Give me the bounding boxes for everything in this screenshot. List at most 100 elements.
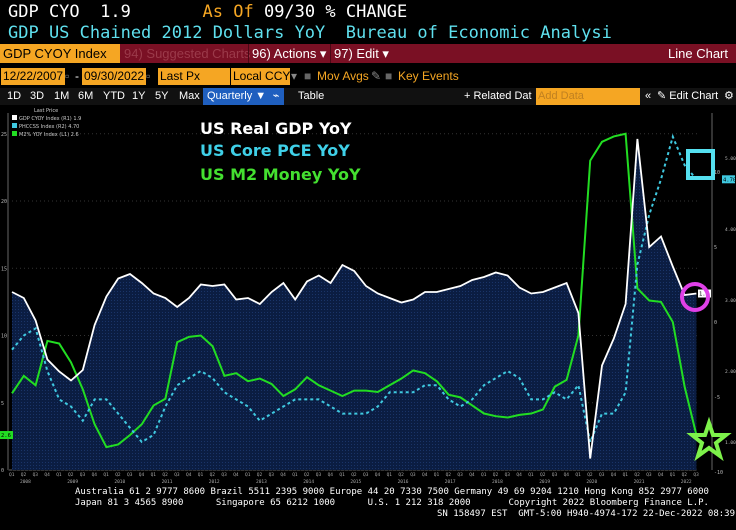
x-quarter-label: Q4 (516, 472, 522, 478)
related-data-button[interactable]: + Related Dat (464, 90, 532, 102)
highlight-star (686, 416, 732, 462)
left-tick-label: 15 (1, 266, 7, 272)
x-year-label: 2010 (114, 479, 125, 485)
key-events-label[interactable]: Key Events (398, 69, 459, 83)
start-date-input[interactable]: 12/22/2007 (1, 68, 65, 85)
x-quarter-label: Q3 (693, 472, 699, 478)
line-chart-icon[interactable]: ⌁ (268, 88, 284, 105)
source: Bureau of Economic Analysi (345, 23, 612, 43)
chart[interactable]: 0 5 10 15 20 25 10 5 0 -5 -10 5.00 4.00 3.00 2.00 1.00 Q… (0, 105, 736, 485)
pce-last-tag (722, 175, 735, 184)
last-value: 1.9 (100, 2, 131, 22)
period-6m[interactable]: 6M (78, 90, 94, 102)
pce-last-tag-text: 4.70 (723, 177, 736, 183)
period-3d[interactable]: 3D (30, 90, 45, 102)
x-quarter-label: Q2 (493, 472, 499, 478)
x-year-label: 2009 (67, 479, 78, 485)
x-year-label: 2011 (162, 479, 173, 485)
period-5y[interactable]: 5Y (155, 90, 169, 102)
x-year-label: 2020 (586, 479, 597, 485)
m2-last-tag (0, 431, 13, 440)
add-data-input[interactable]: Add Data (536, 88, 640, 105)
mov-avgs-checkbox[interactable]: ■ (304, 69, 312, 83)
frequency-select[interactable]: Quarterly ▼ (203, 88, 271, 105)
x-quarter-label: Q3 (80, 472, 86, 478)
highlight-box (686, 149, 715, 180)
security-field[interactable]: GDP CYOY Index (0, 44, 120, 63)
x-quarter-label: Q4 (422, 472, 428, 478)
x-quarter-label: Q3 (646, 472, 652, 478)
annotation-m2: US M2 Money YoY (200, 165, 361, 184)
table-button[interactable]: Table (298, 90, 325, 102)
footer-copyright: Japan 81 3 4565 8900 Singapore 65 6212 1… (75, 498, 709, 508)
x-quarter-label: Q3 (127, 472, 133, 478)
x-quarter-label: Q2 (446, 472, 452, 478)
x-quarter-label: Q4 (611, 472, 617, 478)
pencil-icon[interactable]: ✎ (371, 69, 382, 83)
annotation-pce: US Core PCE YoY (200, 141, 350, 160)
x-year-label: 2013 (256, 479, 267, 485)
gdp-last-tag (698, 289, 711, 298)
legend: Last Price GDP CYOY Index (R1) 1.9 PHCCS… (12, 108, 81, 138)
x-year-label: 2018 (492, 479, 503, 485)
gear-icon[interactable]: ⚙ (724, 90, 734, 102)
x-quarter-label: Q1 (292, 472, 298, 478)
x-quarter-label: Q4 (139, 472, 145, 478)
period-1m[interactable]: 1M (54, 90, 70, 102)
end-date-input[interactable]: 09/30/2022 (82, 68, 146, 85)
highlight-circle (680, 282, 710, 312)
legend-pce: PHCCSS Index (R2) 4.70 (19, 124, 79, 130)
x-quarter-label: Q2 (115, 472, 121, 478)
m2-last-tag-text: 2.6 (1, 433, 11, 439)
currency-select[interactable]: Local CCY (231, 68, 291, 85)
x-quarter-label: Q2 (162, 472, 168, 478)
x-quarter-label: Q1 (339, 472, 345, 478)
key-events-checkbox[interactable]: ■ (385, 69, 393, 83)
x-quarter-label: Q1 (481, 472, 487, 478)
edit-chart-label: Edit Chart (669, 90, 719, 102)
period-ytd[interactable]: YTD (103, 90, 125, 102)
x-year-label: 2008 (20, 479, 31, 485)
gdp-axis-tick-label: 5 (714, 245, 717, 251)
x-quarter-label: Q3 (552, 472, 558, 478)
x-quarter-label: Q2 (304, 472, 310, 478)
x-quarter-label: Q1 (103, 472, 109, 478)
x-quarter-label: Q1 (670, 472, 676, 478)
legend-swatch-pce (12, 123, 17, 128)
actions-button[interactable]: 96) Actions ▾ (248, 44, 326, 63)
x-quarter-label: Q2 (351, 472, 357, 478)
pce-axis-tick-label: 2.00 (725, 369, 736, 375)
calendar-icon[interactable]: ▫ (65, 69, 70, 83)
pce-axis-tick-label: 4.00 (725, 227, 736, 233)
calendar-icon[interactable]: ▫ (146, 69, 151, 83)
period-1d[interactable]: 1D (7, 90, 22, 102)
x-quarter-label: Q4 (280, 472, 286, 478)
x-year-label: 2022 (681, 479, 692, 485)
edit-button[interactable]: 97) Edit ▾ (330, 44, 389, 63)
x-quarter-label: Q4 (564, 472, 570, 478)
field-select[interactable]: Last Px (158, 68, 230, 85)
chart-type-label[interactable]: Line Chart (668, 46, 728, 61)
x-quarter-label: Q2 (21, 472, 27, 478)
x-quarter-label: Q1 (9, 472, 15, 478)
legend-title: Last Price (34, 108, 58, 114)
collapse-icon[interactable]: « (645, 90, 652, 102)
x-quarter-label: Q2 (634, 472, 640, 478)
suggested-charts-button[interactable]: 94) Suggested Charts (124, 46, 251, 61)
x-year-label: 2014 (303, 479, 314, 485)
x-quarter-label: Q3 (505, 472, 511, 478)
period-max[interactable]: Max (179, 90, 200, 102)
pce-axis-tick-label: 3.00 (725, 298, 736, 304)
x-quarter-label: Q4 (469, 472, 475, 478)
x-quarter-label: Q2 (398, 472, 404, 478)
x-year-label: 2016 (398, 479, 409, 485)
description: GDP US Chained 2012 Dollars YoY (8, 23, 326, 43)
chevron-down-icon[interactable]: ▾ (291, 69, 298, 83)
edit-chart-button[interactable]: ✎ Edit Chart (657, 90, 719, 102)
left-tick-label: 5 (1, 401, 4, 407)
security-description: GDP US Chained 2012 Dollars YoY Bureau o… (8, 23, 612, 43)
x-quarter-label: Q2 (68, 472, 74, 478)
mov-avgs-label[interactable]: Mov Avgs (317, 69, 369, 83)
period-1y[interactable]: 1Y (132, 90, 146, 102)
legend-swatch-gdp (12, 115, 17, 120)
